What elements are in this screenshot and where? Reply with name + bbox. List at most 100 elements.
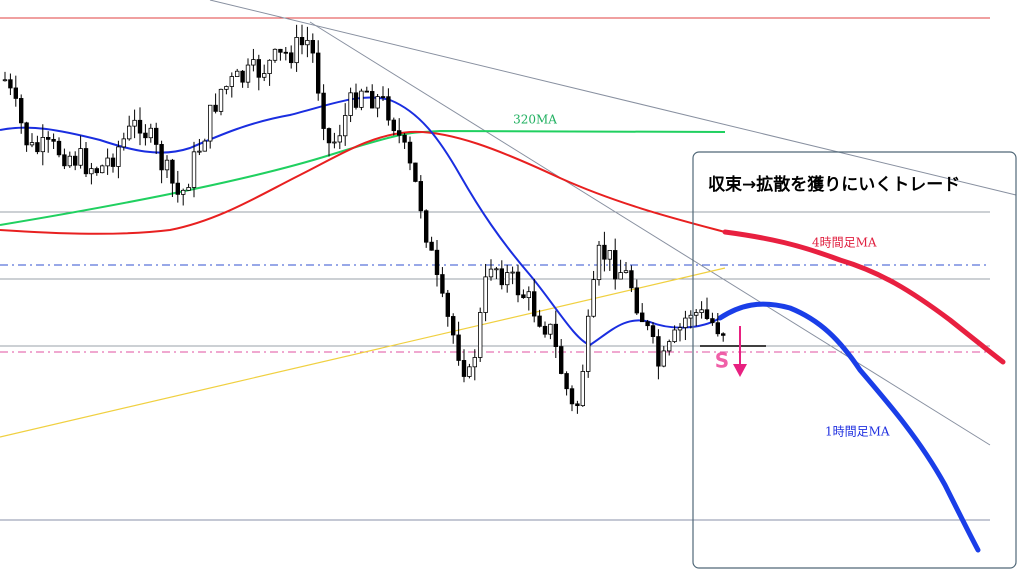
candle-body [569,388,575,405]
candle-body [488,268,494,278]
candle-body [721,333,726,336]
trend-line [309,21,991,446]
candle-body [35,142,40,153]
candle-body [105,157,110,167]
candle-body [191,151,197,188]
candle-body [494,268,499,271]
candle-body [564,373,569,390]
candle-body [89,168,94,175]
candle-body [607,250,612,260]
candle-body [332,141,337,144]
candle-body [288,52,294,64]
ma4h-label: 4時間足MA [812,236,877,250]
candle-body [364,90,369,93]
candle-body [591,279,596,317]
candle-body [450,316,456,336]
candle-body [629,270,634,289]
candle-body [510,271,515,274]
candle-body [175,182,180,195]
candle-body [229,76,234,87]
ma-4h-projection [722,229,1006,365]
candle-body [62,154,67,167]
candle-body [127,125,132,140]
candle-body [677,327,683,331]
candle-body [148,127,153,139]
candle-body [56,140,62,156]
candle-body [240,70,245,83]
candle-body [618,272,623,280]
candle-body [699,309,704,313]
candle-body [337,135,342,143]
candle-body [197,150,202,153]
candles [2,24,726,414]
candle-body [499,268,504,286]
ma1h-label: 1時間足MA [825,425,890,439]
candle-body [315,52,321,94]
candle-body [13,87,18,99]
candle-body [202,140,207,152]
candle-body [159,144,164,171]
candle-body [267,59,272,74]
candle-body [391,119,396,132]
candle-body [710,318,715,324]
candle-body [51,138,56,142]
candle-body [256,59,261,78]
candle-body [375,96,380,109]
candle-body [234,70,240,77]
ma-1h [0,96,721,347]
candle-body [310,39,315,54]
candle-body [299,37,305,46]
candle-body [46,137,51,140]
candle-body [526,291,531,299]
candle-body [353,92,359,108]
candle-body [580,371,585,407]
candle-body [667,341,672,352]
candle-body [180,189,186,195]
candle-body [456,334,461,361]
candle-body [634,287,639,314]
candle-body [586,315,591,372]
candle-body [321,92,326,129]
candle-body [143,132,148,139]
candle-body [650,325,656,337]
candle-body [170,159,175,184]
candle-body [704,309,710,320]
candle-body [623,270,629,273]
candle-body [640,312,645,323]
candle-body [472,357,477,368]
candle-body [213,104,218,112]
candle-body [164,159,170,171]
candle-body [402,134,407,143]
candle-body [2,79,8,82]
candle-body [418,181,423,212]
candle-body [596,244,602,281]
candle-body [326,128,332,144]
candle-body [521,294,526,299]
candle-body [407,141,413,164]
candle-body [251,59,256,66]
candle-body [8,79,13,89]
levels [0,0,1017,553]
candle-body [261,73,267,78]
candle-body [483,276,488,313]
candle-body [207,104,213,142]
candle-body [272,48,278,61]
candle-body [348,92,353,116]
ma320-label: 320MA [513,113,557,127]
candle-body [434,249,440,275]
candle-body [413,162,418,182]
trend-line [209,0,1017,196]
ma-1h-projection [717,301,981,553]
candle-body [537,315,542,327]
candle-body [278,48,283,53]
candle-body [137,119,143,134]
candle-body [40,137,45,153]
candle-body [548,323,553,335]
candle-body [559,346,564,374]
candle-body [477,312,483,358]
candle-body [504,272,510,286]
candle-body [369,91,375,109]
candle-body [294,37,299,64]
candle-body [396,130,402,136]
